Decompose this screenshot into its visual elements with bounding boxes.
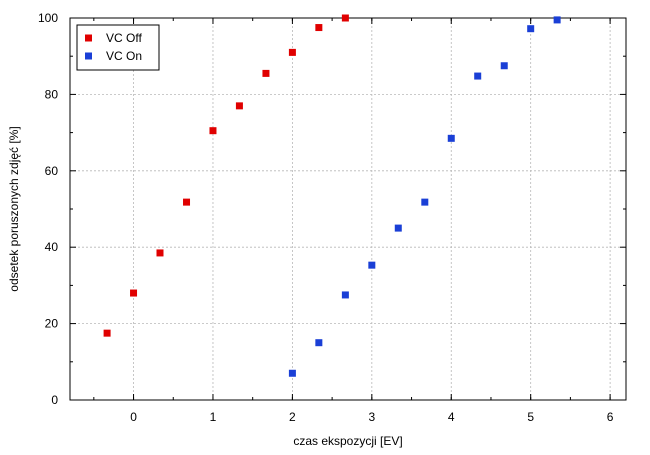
x-tick-label: 4 (448, 410, 455, 424)
data-point-vc-off (156, 249, 164, 257)
legend-label: VC Off (106, 31, 142, 45)
x-tick-label: 1 (210, 410, 217, 424)
y-tick-label: 100 (38, 11, 58, 25)
y-tick-label: 0 (51, 393, 58, 407)
data-point-vc-off (235, 102, 243, 110)
y-tick-label: 20 (45, 317, 59, 331)
data-point-vc-on (394, 224, 402, 232)
x-tick-label: 3 (368, 410, 375, 424)
data-point-vc-off (288, 48, 296, 56)
legend-marker (85, 52, 92, 60)
plot-frame (69, 17, 627, 401)
y-tick-label: 80 (45, 87, 59, 101)
y-tick-label: 40 (45, 240, 59, 254)
data-point-vc-off (103, 329, 111, 337)
x-tick-label: 0 (130, 410, 137, 424)
data-point-vc-on (527, 25, 535, 33)
legend-box (76, 24, 160, 71)
data-point-vc-on (447, 134, 455, 142)
data-points (103, 14, 561, 377)
legend: VC Off VC On (76, 24, 160, 71)
data-point-vc-off (183, 198, 191, 206)
legend-label: VC On (106, 49, 142, 63)
data-point-vc-off (130, 289, 138, 297)
data-point-vc-on (553, 16, 561, 24)
x-tick-label: 2 (289, 410, 296, 424)
data-point-vc-on (368, 261, 376, 269)
x-tick-label: 6 (607, 410, 614, 424)
data-point-vc-off (262, 69, 270, 77)
data-point-vc-on (341, 291, 349, 299)
grid (70, 17, 626, 401)
data-point-vc-off (341, 14, 349, 22)
data-point-vc-off (315, 24, 323, 32)
data-point-vc-on (474, 72, 482, 80)
y-tick-label: 60 (45, 164, 59, 178)
legend-marker (85, 34, 92, 42)
data-point-vc-on (500, 62, 508, 70)
y-axis-label: odsetek poruszonych zdjęć [%] (7, 126, 21, 291)
x-tick-label: 5 (527, 410, 534, 424)
x-axis-label: czas ekspozycji [EV] (293, 434, 402, 448)
data-point-vc-on (288, 369, 296, 377)
data-point-vc-on (315, 339, 323, 347)
data-point-vc-on (421, 198, 429, 206)
data-point-vc-off (209, 127, 217, 135)
